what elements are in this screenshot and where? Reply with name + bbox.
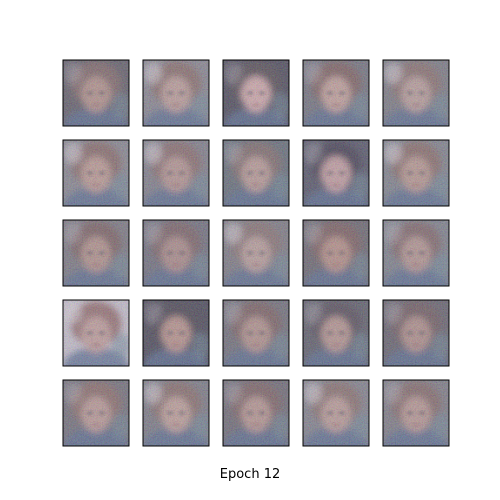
sample-frame: [142, 219, 210, 287]
sample-frame: [62, 299, 130, 367]
sample-frame: [62, 219, 130, 287]
generated-sample-22: [143, 380, 209, 446]
generated-sample-4: [303, 60, 369, 126]
generated-sample-25: [383, 380, 449, 446]
generated-sample-6: [63, 140, 129, 206]
generated-sample-18: [223, 300, 289, 366]
generated-sample-14: [303, 220, 369, 286]
sample-frame: [222, 59, 290, 127]
sample-frame: [222, 139, 290, 207]
sample-frame: [142, 379, 210, 447]
sample-frame: [62, 379, 130, 447]
sample-frame: [222, 299, 290, 367]
generated-sample-8: [223, 140, 289, 206]
generated-sample-9: [303, 140, 369, 206]
generated-sample-16: [63, 300, 129, 366]
sample-frame: [302, 379, 370, 447]
sample-frame: [302, 219, 370, 287]
generated-sample-13: [223, 220, 289, 286]
generated-sample-23: [223, 380, 289, 446]
sample-frame: [142, 139, 210, 207]
sample-frame: [302, 139, 370, 207]
generated-sample-10: [383, 140, 449, 206]
generated-sample-19: [303, 300, 369, 366]
sample-frame: [62, 139, 130, 207]
generated-sample-11: [63, 220, 129, 286]
sample-frame: [382, 139, 450, 207]
generated-sample-20: [383, 300, 449, 366]
sample-frame: [62, 59, 130, 127]
sample-frame: [302, 59, 370, 127]
epoch-caption: Epoch 12: [219, 467, 281, 482]
sample-frame: [382, 299, 450, 367]
generated-sample-21: [63, 380, 129, 446]
generated-sample-2: [143, 60, 209, 126]
generated-sample-3: [223, 60, 289, 126]
sample-frame: [382, 219, 450, 287]
generated-sample-17: [143, 300, 209, 366]
generated-sample-7: [143, 140, 209, 206]
generated-sample-24: [303, 380, 369, 446]
sample-frame: [302, 299, 370, 367]
sample-frame: [142, 299, 210, 367]
generated-sample-5: [383, 60, 449, 126]
generated-sample-15: [383, 220, 449, 286]
generated-sample-12: [143, 220, 209, 286]
generated-sample-1: [63, 60, 129, 126]
sample-frame: [142, 59, 210, 127]
sample-frame: [382, 379, 450, 447]
sample-frame: [222, 219, 290, 287]
sample-frame: [382, 59, 450, 127]
sample-frame: [222, 379, 290, 447]
